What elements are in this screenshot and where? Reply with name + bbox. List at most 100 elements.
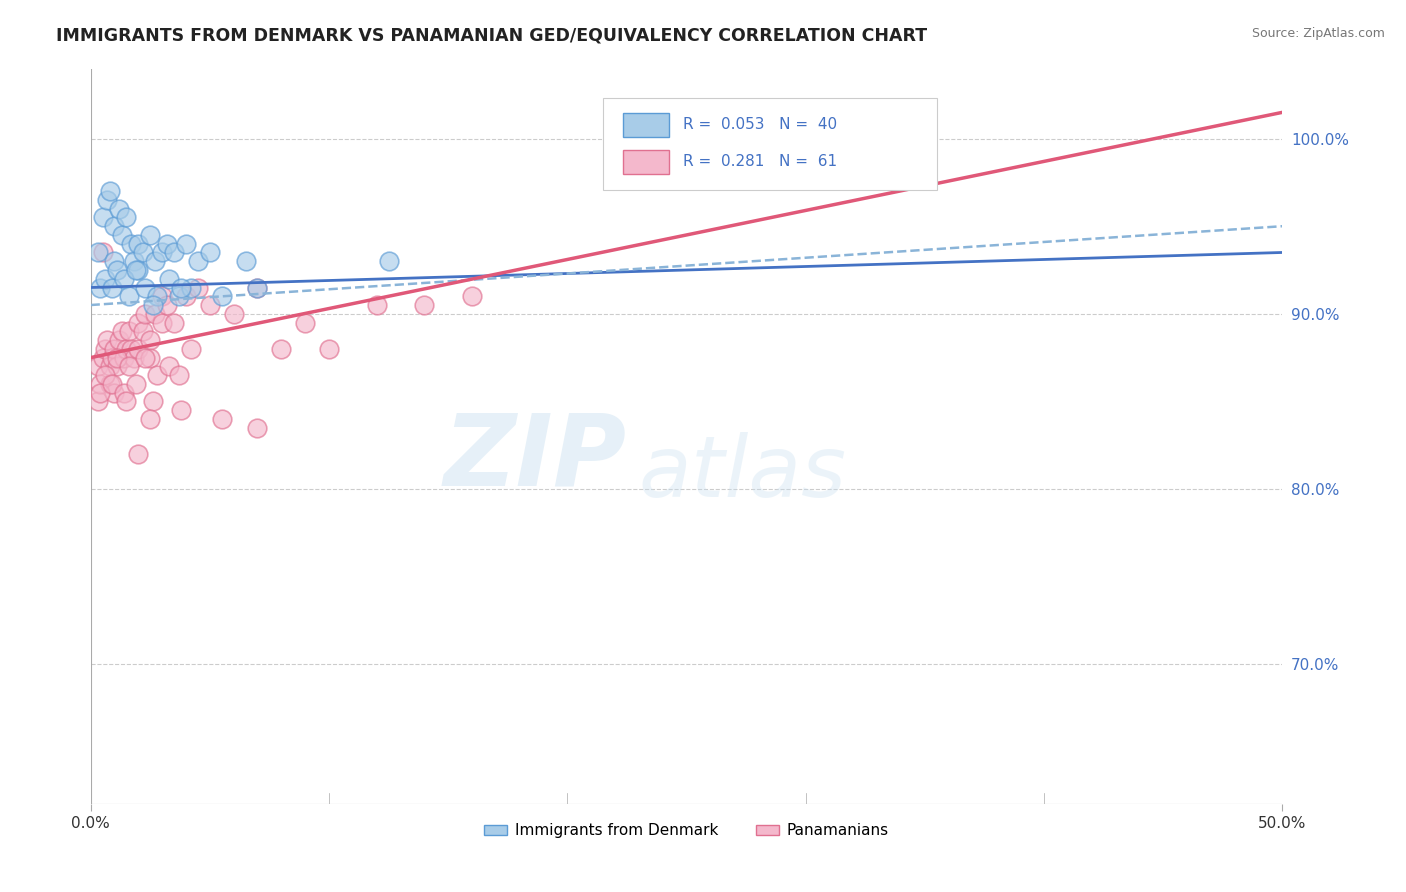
Point bbox=[180, 342, 202, 356]
Point bbox=[167, 368, 190, 383]
Point bbox=[132, 245, 155, 260]
Point bbox=[174, 289, 197, 303]
Point bbox=[94, 271, 117, 285]
Point bbox=[146, 289, 169, 303]
Text: atlas: atlas bbox=[638, 432, 846, 515]
Point bbox=[134, 280, 156, 294]
Point bbox=[105, 359, 128, 374]
Point bbox=[105, 263, 128, 277]
Point bbox=[87, 359, 110, 374]
Point bbox=[366, 298, 388, 312]
Point bbox=[143, 307, 166, 321]
Point bbox=[294, 316, 316, 330]
Point bbox=[112, 351, 135, 365]
Point bbox=[156, 298, 179, 312]
Point bbox=[413, 298, 436, 312]
Point bbox=[127, 263, 149, 277]
Point bbox=[198, 298, 221, 312]
Point bbox=[122, 351, 145, 365]
Point bbox=[118, 289, 141, 303]
Point bbox=[94, 368, 117, 383]
Point bbox=[112, 271, 135, 285]
Point bbox=[143, 254, 166, 268]
Point bbox=[211, 289, 233, 303]
Point bbox=[139, 351, 162, 365]
Point bbox=[125, 376, 148, 391]
Point bbox=[142, 298, 165, 312]
Point bbox=[103, 219, 125, 234]
Point bbox=[163, 316, 186, 330]
Point bbox=[96, 193, 118, 207]
Point bbox=[318, 342, 340, 356]
Point bbox=[163, 245, 186, 260]
Point bbox=[187, 254, 209, 268]
Point bbox=[142, 394, 165, 409]
Point bbox=[89, 280, 111, 294]
Point bbox=[157, 359, 180, 374]
Point bbox=[91, 211, 114, 225]
Point bbox=[167, 289, 190, 303]
Point bbox=[127, 342, 149, 356]
Point bbox=[118, 324, 141, 338]
Point bbox=[134, 307, 156, 321]
Point bbox=[115, 211, 138, 225]
Point bbox=[118, 359, 141, 374]
Point bbox=[246, 280, 269, 294]
Point bbox=[187, 280, 209, 294]
Point bbox=[103, 254, 125, 268]
Point bbox=[87, 245, 110, 260]
Point bbox=[108, 333, 131, 347]
Point bbox=[103, 342, 125, 356]
Point bbox=[96, 333, 118, 347]
Point bbox=[139, 227, 162, 242]
Point bbox=[87, 394, 110, 409]
Point bbox=[94, 342, 117, 356]
Point bbox=[146, 368, 169, 383]
Point bbox=[246, 280, 269, 294]
Point bbox=[115, 394, 138, 409]
FancyBboxPatch shape bbox=[603, 98, 936, 190]
Point bbox=[222, 307, 245, 321]
Point bbox=[110, 324, 132, 338]
Point bbox=[108, 202, 131, 216]
Point bbox=[150, 245, 173, 260]
FancyBboxPatch shape bbox=[623, 113, 669, 137]
Point bbox=[180, 280, 202, 294]
Point bbox=[377, 254, 399, 268]
Point bbox=[235, 254, 257, 268]
Text: R =  0.053   N =  40: R = 0.053 N = 40 bbox=[683, 117, 837, 132]
Point bbox=[127, 236, 149, 251]
Point bbox=[246, 420, 269, 434]
Point bbox=[98, 376, 121, 391]
Point bbox=[174, 236, 197, 251]
Point bbox=[461, 289, 484, 303]
Point bbox=[211, 412, 233, 426]
Point bbox=[127, 447, 149, 461]
Point bbox=[101, 376, 124, 391]
Point bbox=[101, 351, 124, 365]
Point bbox=[150, 316, 173, 330]
Point bbox=[115, 342, 138, 356]
Point bbox=[157, 271, 180, 285]
Point bbox=[270, 342, 292, 356]
Point bbox=[120, 236, 142, 251]
Point bbox=[101, 280, 124, 294]
Point bbox=[125, 263, 148, 277]
Point bbox=[91, 245, 114, 260]
Point bbox=[103, 385, 125, 400]
Point bbox=[198, 245, 221, 260]
Point bbox=[98, 359, 121, 374]
Point bbox=[110, 227, 132, 242]
Text: R =  0.281   N =  61: R = 0.281 N = 61 bbox=[683, 153, 837, 169]
Point bbox=[105, 351, 128, 365]
Point bbox=[98, 184, 121, 198]
Legend: Immigrants from Denmark, Panamanians: Immigrants from Denmark, Panamanians bbox=[478, 817, 896, 845]
Point bbox=[132, 324, 155, 338]
Point bbox=[156, 236, 179, 251]
FancyBboxPatch shape bbox=[623, 150, 669, 174]
Point bbox=[134, 351, 156, 365]
Point bbox=[89, 376, 111, 391]
Text: Source: ZipAtlas.com: Source: ZipAtlas.com bbox=[1251, 27, 1385, 40]
Point bbox=[120, 342, 142, 356]
Text: IMMIGRANTS FROM DENMARK VS PANAMANIAN GED/EQUIVALENCY CORRELATION CHART: IMMIGRANTS FROM DENMARK VS PANAMANIAN GE… bbox=[56, 27, 928, 45]
